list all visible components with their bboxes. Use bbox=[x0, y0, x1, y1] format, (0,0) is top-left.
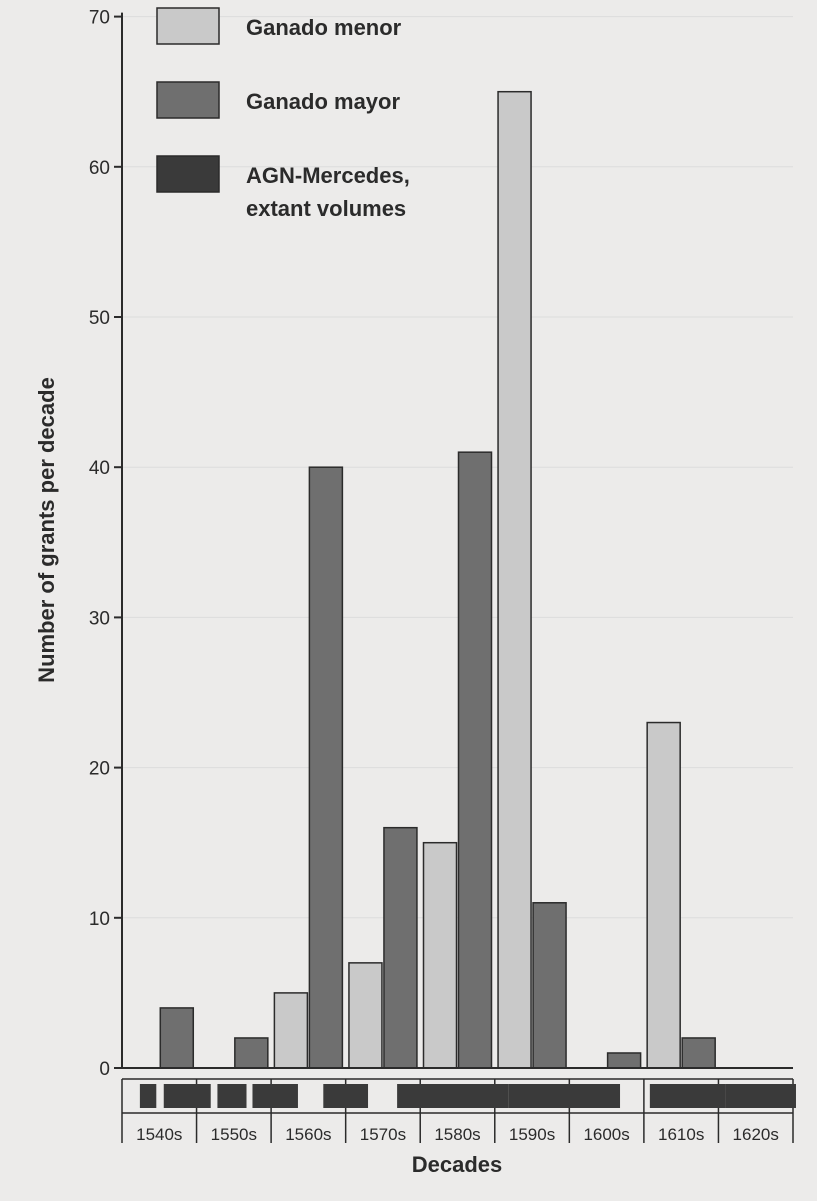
bar-ganado-mayor-1570s bbox=[383, 826, 418, 1069]
x-tick-label: 1550s bbox=[211, 1125, 257, 1144]
extant-volume-block bbox=[725, 1084, 796, 1108]
y-tick-label: 70 bbox=[89, 8, 110, 29]
bar-ganado-mayor-1610s bbox=[681, 1037, 716, 1069]
y-tick-label: 40 bbox=[89, 458, 110, 479]
y-axis: 0 10 20 30 40 50 60 70 bbox=[89, 8, 123, 1080]
bar-ganado-menor-1580s bbox=[422, 841, 458, 1069]
bar-ganado-mayor-1560s bbox=[308, 466, 344, 1069]
y-tick-label: 50 bbox=[89, 308, 110, 329]
y-axis-label: Number of grants per decade bbox=[34, 377, 59, 683]
legend-label: Ganado mayor bbox=[246, 89, 400, 114]
x-tick-label: 1570s bbox=[360, 1125, 406, 1144]
extant-volume-block bbox=[217, 1084, 247, 1108]
x-tick-label: 1620s bbox=[733, 1125, 779, 1144]
x-axis: 1540s 1550s 1560s 1570s 1580s 1590s 1600s 1610s… bbox=[122, 1067, 793, 1144]
bar-ganado-menor-1590s bbox=[497, 90, 532, 1069]
extant-volume-block bbox=[508, 1084, 621, 1108]
legend-swatch bbox=[156, 155, 220, 193]
y-tick-label: 0 bbox=[99, 1059, 110, 1080]
horizontal-gridlines bbox=[122, 16, 793, 919]
bar-ganado-mayor-1550s bbox=[234, 1037, 269, 1069]
bar-ganado-menor-1610s bbox=[646, 721, 681, 1069]
x-tick-label: 1610s bbox=[658, 1125, 704, 1144]
legend-label: extant volumes bbox=[246, 196, 406, 221]
y-tick-label: 10 bbox=[89, 909, 110, 930]
y-tick-label: 30 bbox=[89, 608, 110, 629]
x-tick-label: 1540s bbox=[136, 1125, 182, 1144]
x-tick-label: 1590s bbox=[509, 1125, 555, 1144]
bar-ganado-mayor-1540s bbox=[159, 1007, 195, 1069]
x-tick-label: 1600s bbox=[583, 1125, 629, 1144]
bar-ganado-mayor-1600s bbox=[606, 1052, 642, 1069]
bar-ganado-menor-1570s bbox=[348, 962, 383, 1069]
legend: Ganado menor Ganado mayor AGN-Mercedes, ext… bbox=[156, 7, 410, 221]
y-tick-label: 60 bbox=[89, 158, 110, 179]
bar-ganado-mayor-1590s bbox=[532, 902, 567, 1069]
extant-volumes-timeline bbox=[121, 1078, 796, 1143]
legend-swatch bbox=[156, 81, 220, 119]
legend-swatch bbox=[156, 7, 220, 45]
y-tick-label: 20 bbox=[89, 759, 110, 780]
extant-volume-block bbox=[252, 1084, 298, 1108]
extant-volume-block bbox=[139, 1084, 157, 1108]
bar-ganado-menor-1560s bbox=[273, 992, 309, 1069]
x-tick-label: 1560s bbox=[285, 1125, 331, 1144]
extant-volume-block bbox=[397, 1084, 509, 1108]
x-tick-label: 1580s bbox=[434, 1125, 480, 1144]
x-axis-label: Decades bbox=[412, 1152, 503, 1177]
extant-volume-block bbox=[163, 1084, 211, 1108]
legend-label: AGN-Mercedes, bbox=[246, 163, 410, 188]
legend-label: Ganado menor bbox=[246, 15, 402, 40]
bar-ganado-mayor-1580s bbox=[457, 451, 493, 1069]
extant-volume-block bbox=[649, 1084, 726, 1108]
extant-volume-block bbox=[323, 1084, 369, 1108]
